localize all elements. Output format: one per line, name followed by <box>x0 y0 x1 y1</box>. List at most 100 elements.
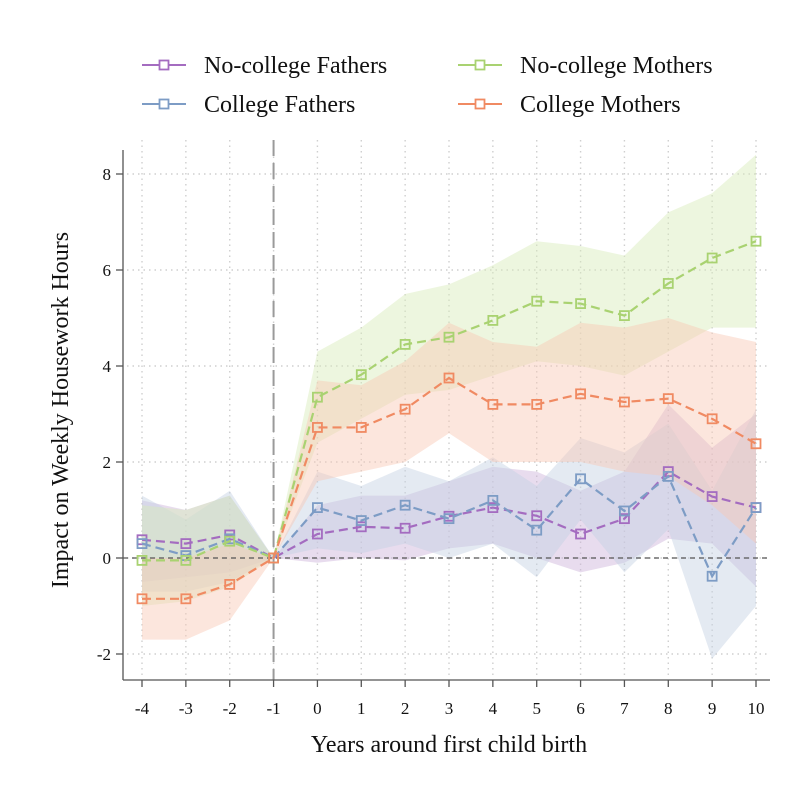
axes <box>122 150 770 681</box>
data-point <box>619 505 630 517</box>
series-line-3 <box>142 240 757 562</box>
x-tick-label: 5 <box>532 699 541 718</box>
series-line-4 <box>142 376 757 600</box>
data-point <box>531 510 543 522</box>
confidence-band-3 <box>142 154 756 607</box>
data-point <box>619 396 630 408</box>
data-point <box>136 555 148 566</box>
data-point <box>224 579 236 590</box>
data-point <box>355 369 367 381</box>
legend-item-3: No-college Mothers <box>458 53 713 79</box>
data-point <box>399 338 411 350</box>
x-tick-label: 3 <box>445 699 454 718</box>
data-point <box>619 513 630 525</box>
data-point <box>399 403 411 415</box>
confidence-bands <box>142 154 756 659</box>
y-tick-label: -2 <box>97 645 111 664</box>
data-point <box>662 278 674 289</box>
data-point <box>312 422 323 433</box>
legend-marker-swatch <box>474 98 486 110</box>
data-point <box>706 570 718 582</box>
data-point <box>531 524 543 536</box>
x-tick-label: -3 <box>179 699 193 718</box>
data-point <box>443 331 455 343</box>
x-tick-label: -2 <box>223 699 237 718</box>
legend-label: College Fathers <box>204 92 355 118</box>
legend-label: No-college Fathers <box>204 53 387 79</box>
confidence-band-1 <box>142 404 756 587</box>
data-point <box>706 413 718 425</box>
data-point <box>487 314 499 326</box>
data-point <box>224 535 236 547</box>
data-point <box>136 538 148 549</box>
data-point <box>180 538 192 549</box>
tick-labels: -4 -3 -2 -1 0 1 2 3 4 5 6 7 8 9 10 -2 0 2 4 6 8 <box>97 165 765 718</box>
data-point <box>575 388 586 400</box>
data-point <box>399 522 411 534</box>
x-axis-title: Years around first child birth <box>311 732 587 758</box>
data-point <box>180 593 192 605</box>
data-point <box>531 295 543 307</box>
y-tick-label: 0 <box>103 549 112 568</box>
data-point <box>355 521 367 533</box>
x-tick-label: 9 <box>708 699 717 718</box>
series-line-2 <box>141 474 757 579</box>
data-point <box>312 528 323 540</box>
x-tick-label: 2 <box>401 699 410 718</box>
x-tick-label: 6 <box>576 699 585 718</box>
x-tick-label: 8 <box>664 699 673 718</box>
data-point <box>575 298 586 310</box>
x-tick-label: 0 <box>313 699 322 718</box>
legend-marker-swatch <box>474 59 486 71</box>
y-tick-label: 6 <box>103 261 112 280</box>
x-tick-label: 7 <box>620 699 629 718</box>
y-axis-title: Impact on Weekly Housework Hours <box>48 232 74 588</box>
data-point <box>355 422 367 433</box>
y-tick-label: 8 <box>103 165 112 184</box>
data-point <box>487 494 499 506</box>
data-point <box>750 235 762 247</box>
data-point <box>706 252 718 264</box>
data-point <box>706 491 718 502</box>
y-tick-label: 4 <box>103 357 112 376</box>
x-tick-label: 10 <box>748 699 765 718</box>
data-point <box>487 398 499 410</box>
data-point <box>312 502 323 514</box>
series-lines <box>136 235 762 605</box>
data-point <box>750 502 762 514</box>
y-tick-label: 2 <box>103 453 112 472</box>
legend-label: College Mothers <box>520 92 681 118</box>
legend-item-2: College Fathers <box>142 92 355 118</box>
data-point <box>312 391 323 403</box>
data-point <box>750 438 762 450</box>
legend-item-4: College Mothers <box>458 92 681 118</box>
x-tick-label: -1 <box>266 699 280 718</box>
data-point <box>662 470 674 482</box>
legend-item-1: No-college Fathers <box>142 53 387 79</box>
x-tick-label: -4 <box>135 699 150 718</box>
legend-label: No-college Mothers <box>520 53 713 79</box>
data-point <box>575 528 586 540</box>
x-tick-label: 4 <box>489 699 498 718</box>
legend-marker-swatch <box>158 98 170 110</box>
data-point <box>136 593 148 605</box>
confidence-band-2 <box>142 409 756 659</box>
x-tick-label: 1 <box>357 699 366 718</box>
data-point <box>399 499 411 511</box>
data-point <box>619 310 630 322</box>
data-point <box>487 502 499 514</box>
confidence-band-4 <box>142 318 756 640</box>
data-point <box>531 398 543 410</box>
legend-marker-swatch <box>158 59 170 71</box>
data-point <box>575 473 586 485</box>
grid-lines <box>127 140 770 676</box>
reference-lines <box>123 140 770 680</box>
legend: No-college Fathers College Fathers No-coll… <box>142 53 713 118</box>
data-point <box>180 555 192 566</box>
data-point <box>443 513 455 525</box>
data-point <box>443 372 455 384</box>
data-point <box>355 515 367 526</box>
data-point <box>662 393 674 405</box>
data-point <box>268 552 279 564</box>
